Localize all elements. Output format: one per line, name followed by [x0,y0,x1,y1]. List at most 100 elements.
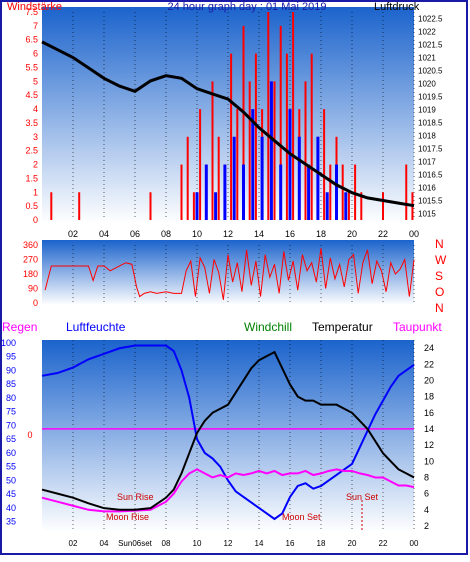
legend-regen: Regen [2,320,37,334]
right-tick-label: 1020 [418,80,436,89]
x-tick-label: 06 [130,229,140,239]
right-tick-label: 1017.5 [418,145,443,154]
direction-tick-label: 270 [23,255,38,265]
right-tick-label: 1017 [418,158,436,167]
legend-luftfeuchte: Luftfeuchte [66,320,126,334]
right-tick-label: 1018.5 [418,119,443,128]
humidity-tick-label: 85 [6,379,16,389]
annotation-moon-set: Moon Set [282,512,321,522]
annotation-sun-rise: Sun Rise [117,492,154,502]
x-tick-label: 10 [192,229,202,239]
right-tick-label: 1022.5 [418,15,443,24]
compass-label: N [435,237,444,251]
x-tick-label: 18 [317,539,326,548]
x-tick-label: 14 [254,229,264,239]
compass-label: O [435,285,444,299]
legend-windchill: Windchill [244,320,292,334]
humidity-tick-label: 95 [6,352,16,362]
right-tick-label: 1019.5 [418,93,443,102]
temperature-tick-label: 10 [424,456,434,466]
left-tick-label: 6.5 [25,35,38,45]
temperature-tick-label: 14 [424,424,434,434]
temperature-tick-label: 8 [424,472,429,482]
left-tick-label: 1 [33,187,38,197]
left-tick-label: 4 [33,104,38,114]
left-tick-label: 5 [33,76,38,86]
temperatur-series-line [41,350,415,511]
x-tick-label: 10 [193,539,202,548]
left-tick-label: 2.5 [25,146,38,156]
humidity-tick-label: 75 [6,407,16,417]
right-tick-label: 1016 [418,184,436,193]
x-tick-label: 00 [410,539,419,548]
humidity-tick-label: 100 [1,338,16,348]
direction-tick-label: 360 [23,240,38,250]
direction-tick-label: 90 [28,284,38,294]
compass-label: S [435,269,443,283]
left-tick-label: 0 [33,215,38,225]
temperature-tick-label: 4 [424,505,429,515]
temperature-tick-label: 16 [424,408,434,418]
chart-title: 24 hour graph day : 01 Mai 2019 [167,1,326,13]
right-tick-label: 1015.5 [418,197,443,206]
humidity-tick-label: 55 [6,462,16,472]
windstaerke-axis-label: Windstärke [7,1,62,13]
taupunkt-series-line [41,468,415,513]
temperature-tick-label: 18 [424,392,434,402]
compass-label: W [435,253,447,267]
right-tick-label: 1021.5 [418,41,443,50]
x-tick-label: 14 [255,539,264,548]
left-tick-label: 5.5 [25,62,38,72]
x-tick-label: 00 [409,229,419,239]
x-tick-label: 16 [286,539,295,548]
x-tick-label: 04 [100,539,109,548]
humidity-tick-label: 65 [6,434,16,444]
wind-pressure-plot-area [42,7,414,223]
left-tick-label: 3.5 [25,118,38,128]
right-tick-label: 1022 [418,28,436,37]
x-tick-label: 22 [379,539,388,548]
right-tick-label: 1016.5 [418,171,443,180]
left-tick-label: 6 [33,49,38,59]
annotation-moon-rise: Moon Rise [106,512,149,522]
x-tick-label: 04 [99,229,109,239]
regen-value: 0 [27,430,32,440]
x-tick-label: 12 [223,229,233,239]
right-tick-label: 1019 [418,106,436,115]
right-tick-label: 1015 [418,210,436,219]
x-tick-label: 08 [161,229,171,239]
humidity-tick-label: 40 [6,503,16,513]
temperature-tick-label: 6 [424,489,429,499]
legend-taupunkt: Taupunkt [393,320,442,334]
x-tick-label: 16 [285,229,295,239]
left-tick-label: 7.5 [25,7,38,17]
humidity-tick-label: 90 [6,365,16,375]
temperature-tick-label: 22 [424,359,434,369]
temperature-tick-label: 20 [424,375,434,385]
x-tick-label: 20 [347,229,357,239]
luftdruck-series-line [41,40,415,208]
wind-direction-plot-area [42,240,414,305]
left-tick-label: 1.5 [25,173,38,183]
direction-tick-label: 180 [23,269,38,279]
left-tick-label: 2 [33,160,38,170]
temperature-humidity-panel: Regen Luftfeuchte Windchill Temperatur T… [1,320,442,548]
direction-tick-label: 0 [33,298,38,308]
humidity-tick-label: 45 [6,489,16,499]
humidity-tick-label: 35 [6,517,16,527]
right-tick-label: 1021 [418,54,436,63]
x-tick-label: 02 [68,229,78,239]
legend-temperatur: Temperatur [312,320,373,334]
annotation-sun-set: Sun Set [346,492,379,502]
x-tick-label: 18 [316,229,326,239]
luftfeuchte-series-line [41,344,415,521]
temperature-tick-label: 24 [424,343,434,353]
x-tick-label: 22 [378,229,388,239]
humidity-tick-label: 70 [6,420,16,430]
left-tick-label: 7 [33,21,38,31]
x-tick-label: 08 [162,539,171,548]
wind-pressure-panel: Windstärke 24 hour graph day : 01 Mai 20… [7,1,443,239]
humidity-tick-label: 50 [6,475,16,485]
